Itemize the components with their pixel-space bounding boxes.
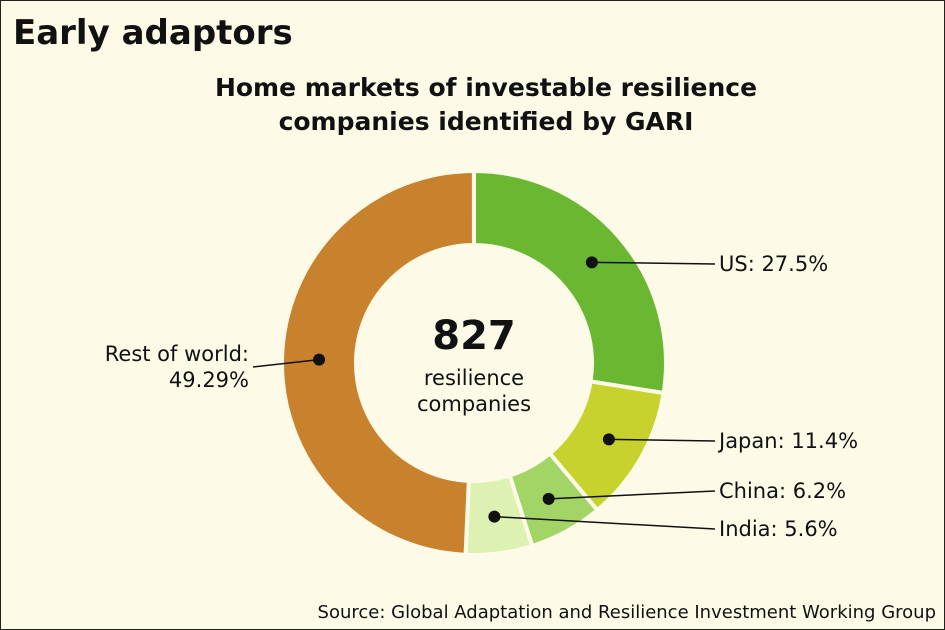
data-label: Rest of world: 49.29% xyxy=(104,342,249,392)
data-label: China: 6.2% xyxy=(719,479,847,503)
header-title: Early adaptors xyxy=(13,13,293,53)
leader-dot xyxy=(542,492,555,505)
leader-line xyxy=(494,515,716,530)
leader-line xyxy=(252,358,320,368)
leader-line xyxy=(548,490,716,500)
center-value: 827 xyxy=(432,313,516,359)
leader-dot xyxy=(585,256,598,269)
center-label: resilience companies xyxy=(416,366,532,416)
leader-dot xyxy=(602,433,615,446)
donut-slice xyxy=(280,168,476,557)
leader-dot xyxy=(313,353,326,366)
leader-line xyxy=(608,438,716,442)
leader-line xyxy=(591,261,716,265)
data-label: India: 5.6% xyxy=(719,517,838,541)
data-label: US: 27.5% xyxy=(719,252,829,276)
source: Source: Global Adaptation and Resilience… xyxy=(317,602,936,623)
chart-title: Home markets of investable resilience co… xyxy=(214,73,758,136)
data-label: Japan: 11.4% xyxy=(719,429,859,453)
donut-slice xyxy=(472,168,668,396)
leader-dot xyxy=(488,510,501,523)
